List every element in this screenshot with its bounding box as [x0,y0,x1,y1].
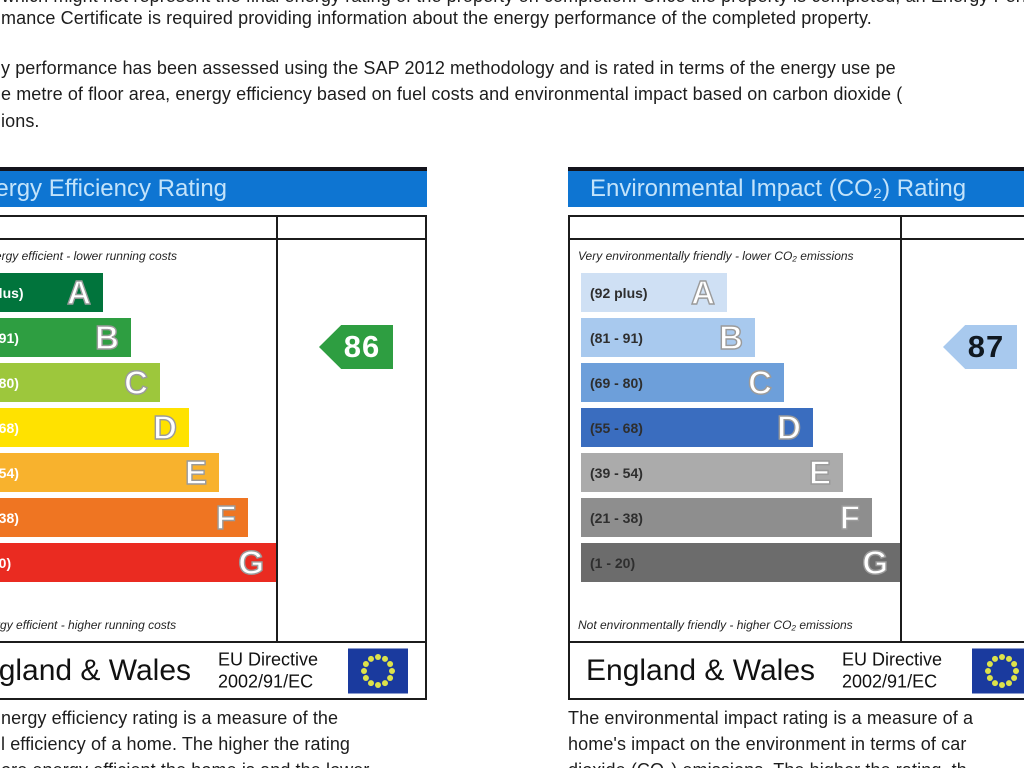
eu-directive-label: EU Directive 2002/91/EC [218,648,318,693]
band-range: (81 - 91) [0,329,19,346]
column-divider [276,217,278,643]
bottom-note: Not energy efficient - higher running co… [0,618,177,632]
table-footer: England & Wales EU Directive 2002/91/EC [570,643,1024,698]
band-letter: A [690,274,715,311]
top-note: Very environmentally friendly - lower CO… [578,249,854,263]
current-rating-arrow: 87 [943,325,1017,369]
eu-directive-line1: EU Directive [218,649,319,669]
band-row-e: (39 - 54) E [0,453,219,492]
rating-scale-body: Very energy efficient - lower running co… [0,240,425,643]
table-header-row [570,217,1024,240]
band-letter: C [747,364,772,401]
band-letter: E [808,454,831,491]
chart-title: Environmental Impact (CO₂) Rating [568,167,1024,207]
band-range: (39 - 54) [0,464,19,481]
intro-line: ions. [1,111,40,131]
band-row-e: (39 - 54) E [581,453,843,492]
footnote-left-line: l efficiency of a home. The higher the r… [1,734,351,754]
band-range: (81 - 91) [590,329,643,346]
band-letter: C [123,364,148,401]
band-range: (92 plus) [0,284,24,301]
intro-line: y performance has been assessed using th… [1,58,896,78]
band-row-f: (21 - 38) F [0,498,248,537]
eu-directive-line2: 2002/91/EC [218,671,314,692]
table-footer: England & Wales EU Directive 2002/91/EC [0,643,425,698]
footnote-right-line: home's impact on the environment in term… [568,734,967,754]
eu-flag-icon [348,648,408,693]
eu-flag-icon [972,648,1024,693]
footnote-left-line: nergy efficiency rating is a measure of … [1,708,339,728]
region-label: England & Wales [0,653,192,687]
band-range: (21 - 38) [590,509,643,526]
band-letter: A [66,274,91,311]
band-row-c: (69 - 80) C [0,363,160,402]
rating-table: Very energy efficient - lower running co… [0,215,427,700]
band-range: (69 - 80) [590,374,643,391]
band-letter: B [94,319,119,356]
intro-line-clipped: rating which might not represent the fin… [0,0,1024,7]
rating-table: Very environmentally friendly - lower CO… [568,215,1024,700]
band-range: (39 - 54) [590,464,643,481]
band-letter: G [862,544,889,581]
band-row-b: (81 - 91) B [0,318,131,357]
band-range: (55 - 68) [590,419,643,436]
current-rating-arrow: 86 [319,325,393,369]
footnote-right-line: The environmental impact rating is a mea… [568,708,974,728]
footnote-right-line: dioxide (CO₂) emissions. The higher the … [568,760,967,768]
column-divider [900,217,902,643]
band-letter: F [839,499,861,536]
bottom-note: Not environmentally friendly - higher CO… [578,618,853,632]
table-header-row [0,217,425,240]
band-letter: D [152,409,177,446]
band-letter: F [215,499,237,536]
band-range: (1 - 20) [0,554,12,571]
band-row-f: (21 - 38) F [581,498,872,537]
band-row-b: (81 - 91) B [581,318,755,357]
band-range: (69 - 80) [0,374,19,391]
band-letter: E [184,454,207,491]
footnote-left-line: ore energy efficient the home is and the… [1,760,369,768]
intro-line: e metre of floor area, energy efficiency… [1,84,903,104]
region-label: England & Wales [586,653,816,687]
band-letter: G [238,544,265,581]
eu-directive-line1: EU Directive [842,649,943,669]
band-letter: D [776,409,801,446]
band-range: (1 - 20) [590,554,636,571]
band-range: (55 - 68) [0,419,19,436]
band-row-g: (1 - 20) G [581,543,900,582]
band-row-g: (1 - 20) G [0,543,276,582]
band-letter: B [718,319,743,356]
eu-directive-line2: 2002/91/EC [842,671,938,692]
band-range: (21 - 38) [0,509,19,526]
band-row-c: (69 - 80) C [581,363,784,402]
band-range: (92 plus) [590,284,648,301]
band-row-a: (92 plus) A [0,273,103,312]
rating-scale-body: Very environmentally friendly - lower CO… [570,240,1024,643]
band-row-d: (55 - 68) D [0,408,189,447]
energy-efficiency-chart: Energy Efficiency Rating Very energy eff… [0,167,427,700]
intro-line: mance Certificate is required providing … [1,8,872,28]
eu-directive-label: EU Directive 2002/91/EC [842,648,942,693]
band-row-d: (55 - 68) D [581,408,813,447]
chart-title: Energy Efficiency Rating [0,167,427,207]
top-note: Very energy efficient - lower running co… [0,249,177,263]
band-row-a: (92 plus) A [581,273,727,312]
environmental-impact-chart: Environmental Impact (CO₂) Rating Very e… [568,167,1024,700]
